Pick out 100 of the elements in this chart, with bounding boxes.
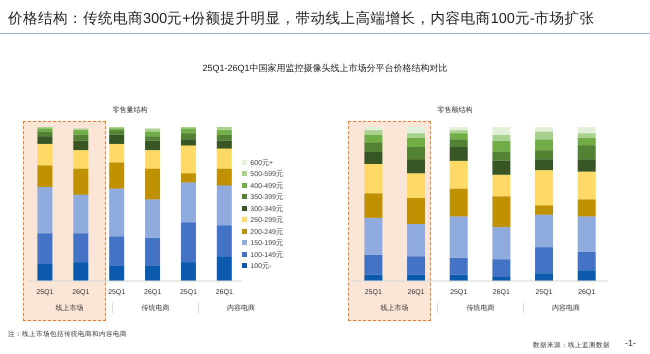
bar xyxy=(578,138,596,146)
bar xyxy=(407,198,426,224)
bar xyxy=(492,127,510,135)
bar xyxy=(364,134,382,142)
bar xyxy=(578,127,596,134)
bar xyxy=(216,226,232,256)
bar xyxy=(450,130,468,134)
bar xyxy=(145,128,160,132)
bar xyxy=(535,170,554,206)
bar xyxy=(216,134,232,141)
bar xyxy=(450,216,468,258)
bar xyxy=(450,188,468,216)
bar xyxy=(578,133,596,138)
bar xyxy=(450,147,468,161)
bar xyxy=(216,140,232,149)
bar xyxy=(216,186,232,226)
bar xyxy=(535,247,554,274)
bar xyxy=(578,216,596,252)
bar xyxy=(180,133,196,140)
bar xyxy=(535,139,554,150)
bar xyxy=(145,168,160,200)
bar xyxy=(216,256,232,281)
bar xyxy=(37,166,52,188)
bar xyxy=(216,168,232,186)
bar xyxy=(180,262,196,281)
bar xyxy=(407,138,426,148)
bar xyxy=(492,152,510,161)
bar xyxy=(364,193,382,218)
bar xyxy=(407,256,426,275)
bar xyxy=(450,133,468,140)
bar xyxy=(180,222,196,263)
bar xyxy=(73,134,88,141)
bar xyxy=(535,159,554,170)
bar xyxy=(145,199,160,238)
text: -1- xyxy=(625,338,636,348)
bar xyxy=(492,134,510,141)
bar xyxy=(364,254,382,275)
bar xyxy=(535,206,554,215)
bar xyxy=(216,148,232,169)
bar xyxy=(109,236,124,266)
bar xyxy=(37,132,52,136)
bar xyxy=(364,164,382,194)
bar xyxy=(535,214,554,248)
bar xyxy=(364,127,382,130)
bar xyxy=(535,273,554,281)
bar xyxy=(145,150,160,169)
bar xyxy=(407,173,426,198)
bar xyxy=(37,187,52,234)
text: 价格结构：传统电商300元+份额提升明显，带动线上高端增长，内容电商100元-市场扩张 xyxy=(8,10,595,28)
bar xyxy=(535,150,554,160)
bar xyxy=(180,139,196,146)
bar xyxy=(407,159,426,174)
bar xyxy=(37,144,52,166)
bar xyxy=(492,160,510,175)
text: 25Q1-26Q1中国家用监控摄像头线上市场分平台价格结构对比 xyxy=(201,62,449,75)
bar xyxy=(578,270,596,281)
bar xyxy=(492,174,510,196)
bar xyxy=(145,132,160,136)
bar xyxy=(407,147,426,160)
bar xyxy=(450,127,468,130)
bar xyxy=(180,173,196,182)
bar xyxy=(109,144,124,162)
bar xyxy=(364,218,382,255)
bar xyxy=(73,130,88,135)
bar xyxy=(37,136,52,144)
bar xyxy=(407,224,426,256)
bar xyxy=(216,127,232,130)
bar xyxy=(180,182,196,222)
bar xyxy=(109,130,124,135)
bar xyxy=(180,128,196,134)
bar xyxy=(535,132,554,140)
bar xyxy=(73,233,88,263)
bar xyxy=(578,252,596,270)
bar xyxy=(407,133,426,138)
bar xyxy=(109,162,124,189)
bar xyxy=(578,159,596,172)
bar xyxy=(145,266,160,281)
bar xyxy=(450,160,468,189)
bar xyxy=(145,136,160,141)
bar xyxy=(73,150,88,169)
bar xyxy=(450,258,468,275)
bar xyxy=(492,140,510,152)
bar xyxy=(73,262,88,281)
bar xyxy=(73,194,88,234)
bar xyxy=(145,238,160,266)
bar xyxy=(109,266,124,281)
bar xyxy=(535,127,554,132)
bar xyxy=(364,152,382,164)
bar xyxy=(109,188,124,236)
bar xyxy=(364,142,382,152)
bar xyxy=(109,134,124,144)
bar xyxy=(216,130,232,135)
bar xyxy=(145,140,160,150)
bar xyxy=(450,139,468,148)
bar xyxy=(492,196,510,228)
bar xyxy=(73,140,88,150)
bar xyxy=(73,168,88,195)
bar xyxy=(180,145,196,174)
bar xyxy=(578,199,596,216)
bar xyxy=(492,227,510,260)
